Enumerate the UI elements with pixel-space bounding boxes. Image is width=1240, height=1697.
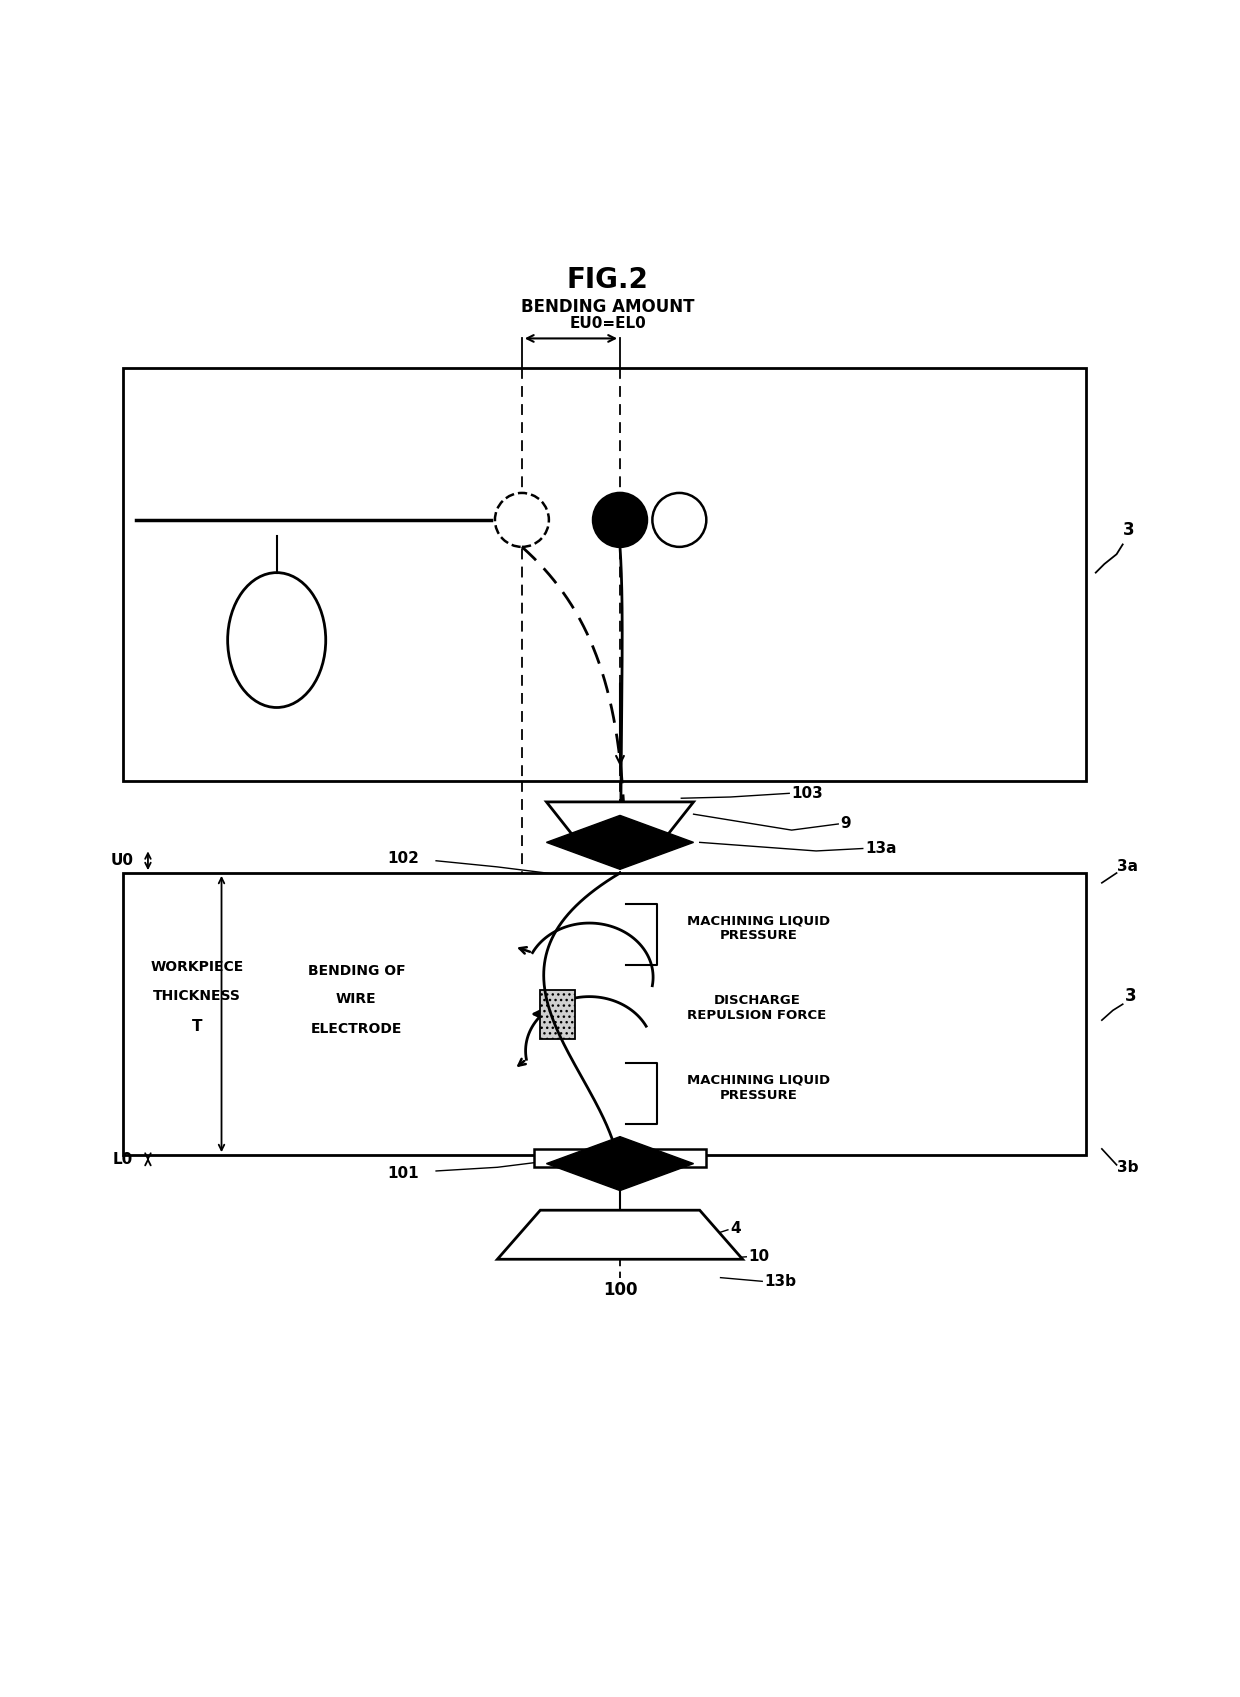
Polygon shape [620, 815, 693, 869]
Bar [124, 368, 1086, 781]
Text: 3a: 3a [1116, 859, 1137, 874]
Text: 3b: 3b [1116, 1159, 1138, 1174]
Text: 13a: 13a [866, 842, 897, 855]
Text: 13b: 13b [765, 1274, 796, 1288]
Polygon shape [547, 815, 620, 869]
Circle shape [593, 492, 647, 546]
Bar [534, 1149, 706, 1168]
Polygon shape [547, 1137, 620, 1191]
Text: BENDING AMOUNT: BENDING AMOUNT [521, 297, 694, 316]
Circle shape [495, 492, 549, 546]
Text: EU0=EL0: EU0=EL0 [569, 316, 646, 331]
Bar [124, 872, 1086, 1156]
Text: BENDING OF: BENDING OF [308, 964, 405, 977]
Polygon shape [620, 1137, 693, 1191]
Text: ELECTRODE: ELECTRODE [311, 1022, 402, 1035]
Text: 3: 3 [1122, 521, 1135, 538]
Text: 4: 4 [730, 1222, 742, 1235]
Text: 102: 102 [387, 850, 419, 865]
Polygon shape [497, 1210, 743, 1259]
Text: L0: L0 [113, 1152, 133, 1168]
Text: MACHINING LIQUID
PRESSURE: MACHINING LIQUID PRESSURE [687, 1074, 831, 1101]
Circle shape [652, 492, 707, 546]
Text: DISCHARGE
REPULSION FORCE: DISCHARGE REPULSION FORCE [687, 994, 827, 1022]
Text: T: T [192, 1018, 202, 1033]
Text: 3: 3 [1125, 986, 1137, 1005]
Text: THICKNESS: THICKNESS [153, 989, 241, 1003]
Ellipse shape [228, 572, 326, 708]
Text: WORKPIECE: WORKPIECE [150, 961, 243, 974]
Polygon shape [547, 803, 693, 848]
Text: 10: 10 [749, 1249, 770, 1264]
Text: 101: 101 [387, 1166, 419, 1181]
Text: U0: U0 [110, 854, 133, 869]
Text: 100: 100 [603, 1281, 637, 1298]
Text: MACHINING LIQUID
PRESSURE: MACHINING LIQUID PRESSURE [687, 915, 831, 942]
Text: 103: 103 [791, 786, 823, 801]
Bar [541, 989, 574, 1039]
Text: FIG.2: FIG.2 [567, 266, 649, 294]
Text: 9: 9 [841, 816, 852, 832]
Text: WIRE: WIRE [336, 993, 377, 1006]
